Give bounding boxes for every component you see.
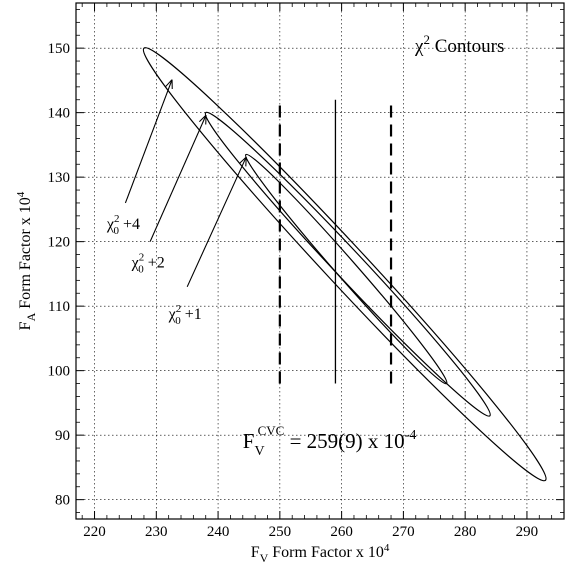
x-tick-label: 220: [83, 524, 106, 540]
annotation-arrow: [149, 116, 206, 242]
x-tick-label: 250: [269, 524, 292, 540]
contour-group: [142, 47, 547, 482]
annotation-label: χ2 0 +1: [168, 303, 202, 327]
x-tick-label: 260: [330, 524, 353, 540]
chart-title: χ2 Contours: [414, 32, 504, 57]
y-tick-label: 80: [55, 493, 70, 509]
y-tick-label: 110: [48, 299, 70, 315]
annotation-label: χ2 0 +4: [106, 213, 140, 237]
plot-frame: [75, 2, 565, 520]
labels: χ2 Contours FV Form Factor x 104 FA Form F…: [15, 32, 504, 565]
contour-ellipse: [244, 153, 448, 385]
annotation-group: χ2 0 +4 χ2 0 +2 χ2 0 +1: [106, 80, 246, 327]
x-axis-label: FV Form Factor x 104: [251, 542, 390, 565]
x-tick-label: 240: [207, 524, 230, 540]
x-tick-label: 230: [145, 524, 168, 540]
x-tick-label: 280: [454, 524, 477, 540]
cvc-band: FVCVC = 259(9) x 10-4: [243, 99, 417, 459]
annotation-arrow: [186, 158, 246, 288]
cvc-label: FVCVC = 259(9) x 10-4: [243, 423, 417, 459]
grid: [76, 3, 564, 519]
annotation-arrow: [124, 80, 171, 204]
y-tick-label: 130: [48, 170, 71, 186]
contour-ellipse: [142, 47, 547, 482]
contour-ellipse: [204, 111, 491, 417]
y-tick-label: 90: [55, 428, 70, 444]
y-tick-label: 120: [48, 235, 71, 251]
y-tick-label: 150: [48, 41, 71, 57]
x-tick-label: 270: [392, 524, 415, 540]
y-tick-label: 140: [48, 106, 71, 122]
annotation-label: χ2 0 +2: [131, 251, 165, 275]
x-tick-label: 290: [516, 524, 539, 540]
y-tick-label: 100: [48, 364, 71, 380]
y-axis-label: FA Form Factor x 104: [15, 191, 38, 330]
ticks: 220 230 240 250 260 270 280 290 80 90 100 110 120 130…: [48, 3, 565, 540]
